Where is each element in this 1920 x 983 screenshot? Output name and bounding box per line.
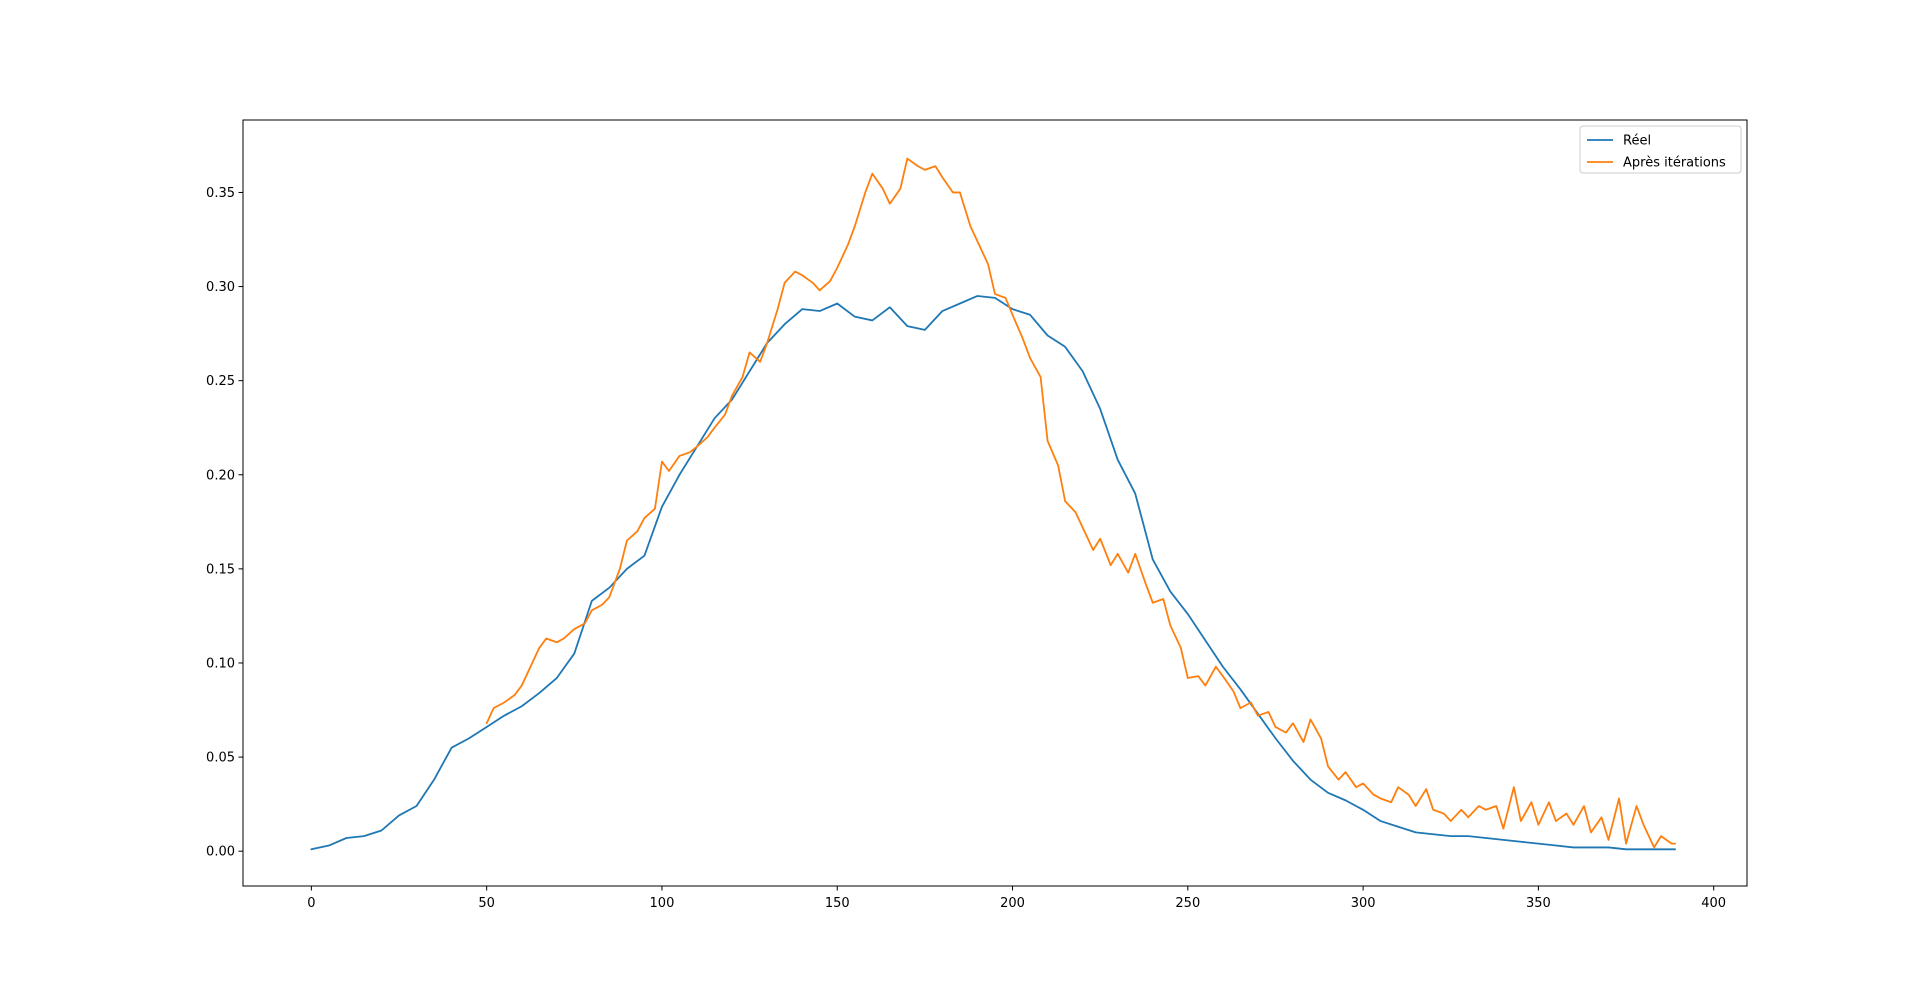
series-line-1 — [485, 157, 1677, 849]
y-tick-label: 0.15 — [206, 562, 235, 577]
y-tick-label: 0.30 — [206, 280, 235, 295]
x-axis: 0 50 100 150 200 250 300 350 400 — [307, 886, 1726, 911]
legend-label-1: Après itérations — [1623, 156, 1726, 171]
x-tick-label: 300 — [1351, 896, 1376, 911]
x-tick-label: 200 — [1000, 896, 1025, 911]
x-tick-label: 100 — [650, 896, 675, 911]
x-tick-label: 250 — [1175, 896, 1200, 911]
y-axis: 0.00 0.05 0.10 0.15 0.20 0.25 0.30 0.35 — [206, 186, 243, 860]
y-tick-label: 0.05 — [206, 751, 235, 766]
legend-label-0: Réel — [1623, 134, 1651, 149]
legend-box — [1579, 125, 1742, 174]
legend: Réel Après itérations — [1579, 125, 1742, 174]
x-tick-label: 350 — [1526, 896, 1551, 911]
y-tick-label: 0.25 — [206, 374, 235, 389]
x-tick-label: 50 — [478, 896, 495, 911]
x-tick-label: 0 — [307, 896, 315, 911]
plot-frame — [242, 119, 1748, 887]
x-tick-label: 400 — [1701, 896, 1726, 911]
series-layer — [310, 157, 1677, 851]
y-tick-label: 0.35 — [206, 186, 235, 201]
y-tick-label: 0.20 — [206, 468, 235, 483]
series-line-0 — [310, 295, 1677, 851]
x-tick-label: 150 — [825, 896, 850, 911]
y-tick-label: 0.10 — [206, 656, 235, 671]
y-tick-label: 0.00 — [206, 845, 235, 860]
